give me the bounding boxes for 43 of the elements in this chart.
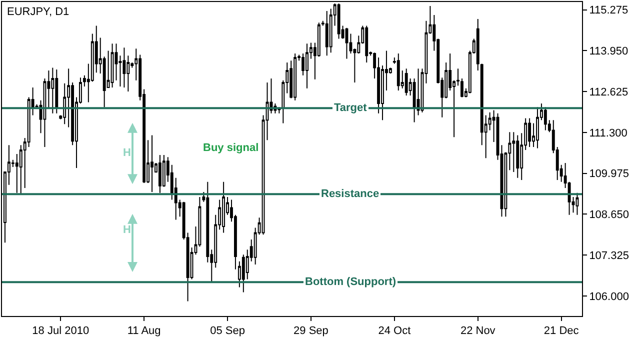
y-tick-label: 115.275 <box>589 4 628 17</box>
x-tick-label: 18 Jul 2010 <box>32 325 90 338</box>
candlestick <box>528 118 532 148</box>
candlestick <box>404 68 408 96</box>
candlestick <box>51 67 54 114</box>
x-tick-label: 24 Oct <box>378 325 411 338</box>
candlestick <box>365 25 368 63</box>
y-tick-label: 113.950 <box>589 46 628 58</box>
candlestick <box>122 47 126 88</box>
candlestick <box>325 10 328 56</box>
candlestick <box>294 53 297 101</box>
y-tick-label: 106.000 <box>589 290 629 303</box>
candlestick <box>345 27 348 60</box>
annotation: H <box>123 147 131 159</box>
y-tick-label: 107.325 <box>589 250 629 262</box>
candlestick <box>476 18 480 71</box>
annotation: H <box>123 224 131 236</box>
chart-title: EURJPY, D1 <box>7 6 70 18</box>
candlestick <box>158 154 162 194</box>
ref-line-label: Resistance <box>321 188 380 200</box>
y-tick-label: 112.625 <box>589 86 628 98</box>
y-tick-label: 111.300 <box>589 127 628 140</box>
ref-line-label: Target <box>334 102 368 114</box>
x-tick-label: 11 Aug <box>127 325 161 338</box>
annotation: Buy signal <box>203 142 259 154</box>
candlestick <box>278 106 281 114</box>
candlestick <box>110 43 114 88</box>
candlestick <box>150 134 154 192</box>
candlestick <box>396 53 400 92</box>
y-tick-label: 108.650 <box>589 209 629 222</box>
candlestick <box>544 106 547 131</box>
x-tick-label: 29 Sep <box>294 325 328 338</box>
ref-line-label: Bottom (Support) <box>305 276 396 288</box>
candlestick <box>55 69 58 114</box>
y-tick-label: 109.975 <box>589 168 629 180</box>
x-tick-label: 21 Dec <box>544 325 580 338</box>
x-tick-label: 22 Nov <box>460 325 496 338</box>
x-tick-label: 05 Sep <box>210 325 245 338</box>
candlestick <box>576 192 579 216</box>
candlestick <box>536 106 539 149</box>
candlestick <box>222 181 226 234</box>
candlestick <box>516 134 520 178</box>
candlestick <box>306 43 308 89</box>
